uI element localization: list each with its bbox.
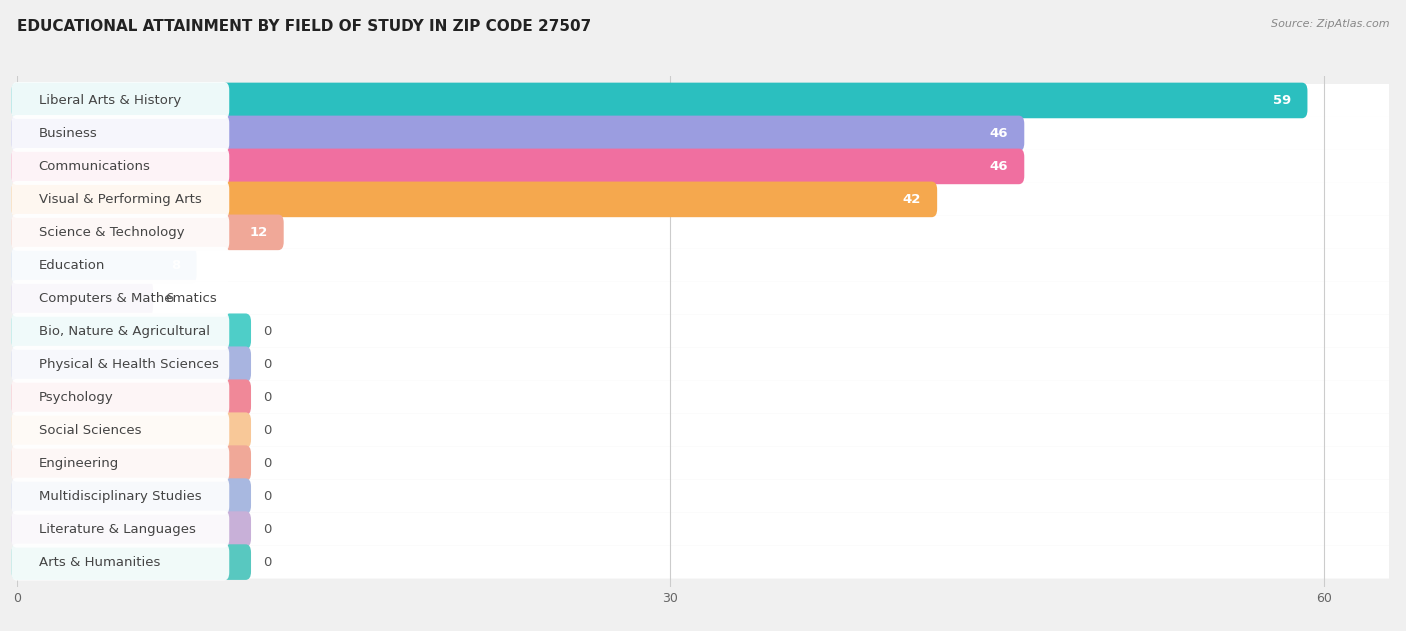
Text: Science & Technology: Science & Technology xyxy=(38,226,184,239)
FancyBboxPatch shape xyxy=(11,544,229,581)
Text: Computers & Mathematics: Computers & Mathematics xyxy=(38,292,217,305)
Text: 46: 46 xyxy=(990,160,1008,173)
Text: Education: Education xyxy=(38,259,105,272)
FancyBboxPatch shape xyxy=(11,545,252,580)
Text: Engineering: Engineering xyxy=(38,457,120,469)
Text: 0: 0 xyxy=(263,423,271,437)
FancyBboxPatch shape xyxy=(6,348,1400,380)
Text: 0: 0 xyxy=(263,358,271,371)
Text: Physical & Health Sciences: Physical & Health Sciences xyxy=(38,358,218,371)
FancyBboxPatch shape xyxy=(11,313,229,350)
Text: Communications: Communications xyxy=(38,160,150,173)
Text: Multidisciplinary Studies: Multidisciplinary Studies xyxy=(38,490,201,503)
FancyBboxPatch shape xyxy=(11,445,252,481)
FancyBboxPatch shape xyxy=(6,546,1400,579)
FancyBboxPatch shape xyxy=(11,379,229,416)
FancyBboxPatch shape xyxy=(11,247,197,283)
FancyBboxPatch shape xyxy=(6,183,1400,216)
Text: 59: 59 xyxy=(1272,94,1291,107)
FancyBboxPatch shape xyxy=(6,117,1400,150)
Text: 42: 42 xyxy=(903,193,921,206)
Text: 12: 12 xyxy=(249,226,267,239)
FancyBboxPatch shape xyxy=(11,346,252,382)
FancyBboxPatch shape xyxy=(11,83,1308,118)
FancyBboxPatch shape xyxy=(11,115,1025,151)
FancyBboxPatch shape xyxy=(11,148,1025,184)
FancyBboxPatch shape xyxy=(11,413,252,448)
FancyBboxPatch shape xyxy=(6,315,1400,348)
Text: 0: 0 xyxy=(263,325,271,338)
FancyBboxPatch shape xyxy=(11,346,229,383)
FancyBboxPatch shape xyxy=(11,182,938,217)
FancyBboxPatch shape xyxy=(6,480,1400,512)
Text: 0: 0 xyxy=(263,490,271,503)
FancyBboxPatch shape xyxy=(6,84,1400,117)
FancyBboxPatch shape xyxy=(6,380,1400,414)
Text: Arts & Humanities: Arts & Humanities xyxy=(38,556,160,569)
Text: Literature & Languages: Literature & Languages xyxy=(38,522,195,536)
FancyBboxPatch shape xyxy=(11,478,252,514)
Text: Social Sciences: Social Sciences xyxy=(38,423,141,437)
Text: 46: 46 xyxy=(990,127,1008,140)
FancyBboxPatch shape xyxy=(11,215,284,250)
Text: 0: 0 xyxy=(263,391,271,404)
FancyBboxPatch shape xyxy=(11,445,229,481)
FancyBboxPatch shape xyxy=(11,115,229,152)
Text: EDUCATIONAL ATTAINMENT BY FIELD OF STUDY IN ZIP CODE 27507: EDUCATIONAL ATTAINMENT BY FIELD OF STUDY… xyxy=(17,19,591,34)
Text: Psychology: Psychology xyxy=(38,391,114,404)
FancyBboxPatch shape xyxy=(11,478,229,515)
Text: 8: 8 xyxy=(172,259,180,272)
FancyBboxPatch shape xyxy=(6,447,1400,480)
FancyBboxPatch shape xyxy=(11,281,153,316)
FancyBboxPatch shape xyxy=(11,379,252,415)
FancyBboxPatch shape xyxy=(11,82,229,119)
FancyBboxPatch shape xyxy=(6,249,1400,282)
FancyBboxPatch shape xyxy=(11,511,252,547)
FancyBboxPatch shape xyxy=(11,181,229,218)
Text: Bio, Nature & Agricultural: Bio, Nature & Agricultural xyxy=(38,325,209,338)
FancyBboxPatch shape xyxy=(6,414,1400,447)
FancyBboxPatch shape xyxy=(6,216,1400,249)
Text: Visual & Performing Arts: Visual & Performing Arts xyxy=(38,193,201,206)
FancyBboxPatch shape xyxy=(6,150,1400,183)
FancyBboxPatch shape xyxy=(11,280,229,317)
FancyBboxPatch shape xyxy=(6,282,1400,315)
Text: 0: 0 xyxy=(263,457,271,469)
Text: 6: 6 xyxy=(165,292,173,305)
FancyBboxPatch shape xyxy=(11,214,229,251)
FancyBboxPatch shape xyxy=(11,148,229,185)
FancyBboxPatch shape xyxy=(11,412,229,449)
Text: 0: 0 xyxy=(263,522,271,536)
FancyBboxPatch shape xyxy=(11,510,229,548)
FancyBboxPatch shape xyxy=(6,512,1400,546)
Text: 0: 0 xyxy=(263,556,271,569)
FancyBboxPatch shape xyxy=(11,247,229,284)
Text: Business: Business xyxy=(38,127,97,140)
FancyBboxPatch shape xyxy=(11,314,252,349)
Text: Source: ZipAtlas.com: Source: ZipAtlas.com xyxy=(1271,19,1389,29)
Text: Liberal Arts & History: Liberal Arts & History xyxy=(38,94,181,107)
